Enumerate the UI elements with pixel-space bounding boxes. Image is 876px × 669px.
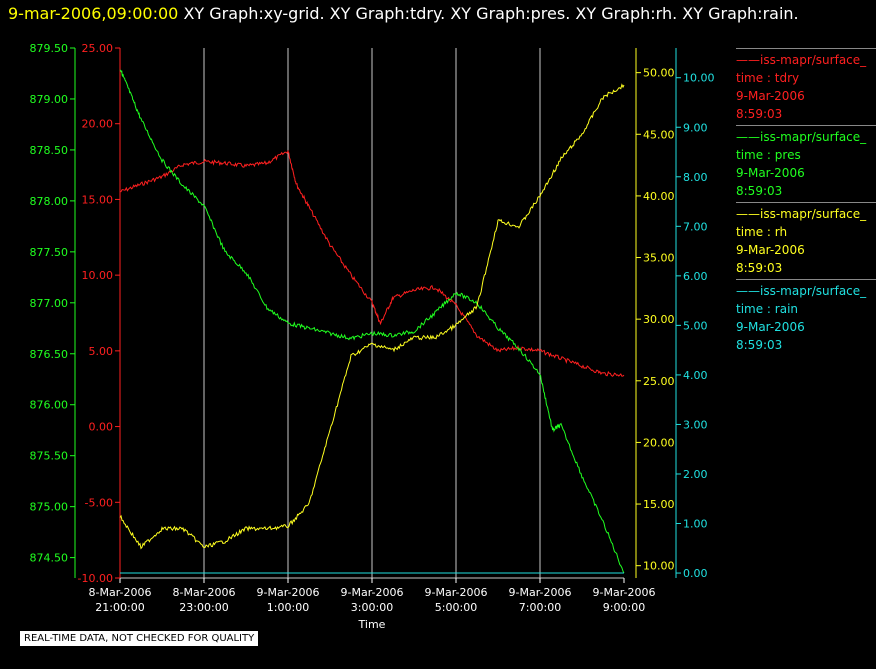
title-bar: 9-mar-2006,09:00:00 XY Graph:xy-grid. XY… — [8, 4, 799, 23]
legend-text: ——iss-mapr/surface_ — [736, 284, 867, 298]
x-tick-time: 9:00:00 — [603, 601, 645, 614]
legend-text: ——iss-mapr/surface_ — [736, 207, 867, 221]
tdry-tick-label: 25.00 — [82, 42, 114, 55]
legend-entry-rh: ——iss-mapr/surface_time : rh 9-Mar-2006 8:… — [736, 202, 876, 279]
graph-label-rain: XY Graph:rain. — [682, 4, 799, 23]
legend-text: 8:59:03 — [736, 107, 783, 121]
x-tick-time: 21:00:00 — [95, 601, 144, 614]
legend: ——iss-mapr/surface_ time : tdry 9-Mar-2006… — [736, 48, 876, 356]
legend-entry-pres: ——iss-mapr/surface_time : pres 9-Mar-2006… — [736, 125, 876, 202]
legend-text: 9-Mar-2006 — [736, 166, 805, 180]
rain-tick-label: 2.00 — [683, 468, 708, 481]
tdry-tick-label: 20.00 — [82, 118, 114, 131]
rain-tick-label: 6.00 — [683, 270, 708, 283]
x-tick-date: 8-Mar-2006 — [173, 586, 236, 599]
legend-text: 9-Mar-2006 — [736, 89, 805, 103]
pres-tick-label: 878.00 — [30, 195, 69, 208]
rain-tick-label: 7.00 — [683, 220, 708, 233]
rh-tick-label: 50.00 — [643, 67, 675, 80]
rh-tick-label: 10.00 — [643, 560, 675, 573]
legend-text: 8:59:03 — [736, 184, 783, 198]
rh-tick-label: 35.00 — [643, 252, 675, 265]
legend-text: time : tdry — [736, 71, 800, 85]
pres-tick-label: 877.50 — [30, 246, 69, 259]
tdry-tick-label: -10.00 — [78, 572, 113, 585]
legend-text: ——iss-mapr/surface_ — [736, 53, 867, 67]
legend-text: time : pres — [736, 148, 801, 162]
series-line-rh — [119, 83, 625, 550]
legend-text: 8:59:03 — [736, 338, 783, 352]
legend-text: ——iss-mapr/surface_ — [736, 130, 867, 144]
rain-tick-label: 8.00 — [683, 171, 708, 184]
legend-text: time : rain — [736, 302, 799, 316]
pres-tick-label: 874.50 — [30, 552, 69, 565]
legend-text: 9-Mar-2006 — [736, 320, 805, 334]
rain-tick-label: 4.00 — [683, 369, 708, 382]
rain-tick-label: 3.00 — [683, 418, 708, 431]
legend-text: 9-Mar-2006 — [736, 243, 805, 257]
x-tick-time: 7:00:00 — [519, 601, 561, 614]
pres-tick-label: 879.00 — [30, 93, 69, 106]
x-tick-time: 3:00:00 — [351, 601, 393, 614]
pres-tick-label: 879.50 — [30, 42, 69, 55]
legend-text: 8:59:03 — [736, 261, 783, 275]
tdry-tick-label: -5.00 — [85, 496, 113, 509]
rh-tick-label: 25.00 — [643, 375, 675, 388]
pres-tick-label: 875.50 — [30, 450, 69, 463]
x-tick-date: 9-Mar-2006 — [341, 586, 404, 599]
tdry-tick-label: 0.00 — [89, 421, 114, 434]
series-line-tdry — [119, 149, 625, 377]
rh-tick-label: 15.00 — [643, 498, 675, 511]
graph-label-tdry: XY Graph:tdry. — [329, 4, 446, 23]
rain-tick-label: 9.00 — [683, 121, 708, 134]
x-tick-time: 23:00:00 — [179, 601, 228, 614]
legend-text: time : rh — [736, 225, 788, 239]
legend-entry-tdry: ——iss-mapr/surface_time : tdry 9-Mar-2006… — [736, 48, 876, 125]
timestamp: 9-mar-2006,09:00:00 — [8, 4, 179, 23]
pres-tick-label: 878.50 — [30, 144, 69, 157]
series-line-pres — [119, 69, 625, 574]
rh-tick-label: 20.00 — [643, 436, 675, 449]
rh-tick-label: 45.00 — [643, 128, 675, 141]
rain-tick-label: 1.00 — [683, 518, 708, 531]
tdry-tick-label: 5.00 — [89, 345, 114, 358]
x-tick-date: 9-Mar-2006 — [593, 586, 656, 599]
x-tick-date: 9-Mar-2006 — [509, 586, 572, 599]
legend-entry-rain: ——iss-mapr/surface_time : rain 9-Mar-2006… — [736, 279, 876, 356]
rh-tick-label: 30.00 — [643, 313, 675, 326]
graph-label-xy-grid: XY Graph:xy-grid. — [183, 4, 325, 23]
x-tick-time: 1:00:00 — [267, 601, 309, 614]
x-tick-time: 5:00:00 — [435, 601, 477, 614]
graph-label-rh: XY Graph:rh. — [575, 4, 678, 23]
rh-tick-label: 40.00 — [643, 190, 675, 203]
graph-label-pres: XY Graph:pres. — [450, 4, 571, 23]
rain-tick-label: 5.00 — [683, 319, 708, 332]
pres-tick-label: 876.50 — [30, 348, 69, 361]
pres-tick-label: 876.00 — [30, 399, 69, 412]
pres-tick-label: 877.00 — [30, 297, 69, 310]
pres-tick-label: 875.00 — [30, 501, 69, 514]
rain-tick-label: 10.00 — [683, 72, 715, 85]
x-tick-date: 9-Mar-2006 — [425, 586, 488, 599]
rain-tick-label: 0.00 — [683, 567, 708, 580]
x-tick-date: 8-Mar-2006 — [89, 586, 152, 599]
quality-note: REAL-TIME DATA, NOT CHECKED FOR QUALITY — [20, 631, 259, 646]
tdry-tick-label: 10.00 — [82, 269, 114, 282]
tdry-tick-label: 15.00 — [82, 193, 114, 206]
x-axis-label: Time — [358, 618, 386, 631]
x-tick-date: 9-Mar-2006 — [257, 586, 320, 599]
